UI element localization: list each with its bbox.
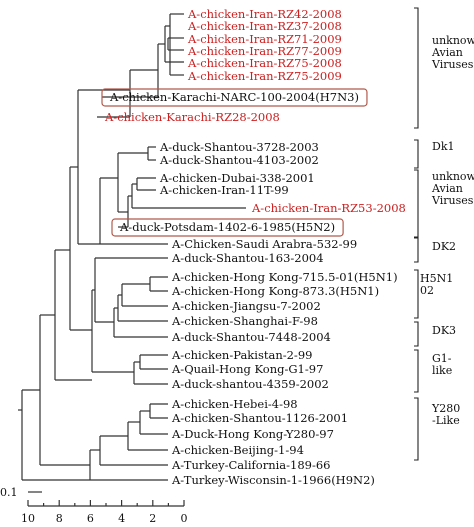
leaf-label: A-chicken-Iran-RZ75-2009	[187, 69, 342, 83]
clade-label: DK2	[432, 240, 456, 253]
clade-label: H5N1	[420, 272, 453, 285]
leaf-label: A-Turkey-California-189-66	[171, 458, 331, 472]
leaf-label: A-Turkey-Wisconsin-1-1966(H9N2)	[171, 473, 375, 487]
leaf-label: A-chicken-Pakistan-2-99	[171, 348, 312, 362]
clade-label: DK3	[432, 324, 456, 337]
highlight-box	[101, 88, 368, 107]
clade-label: unknown	[432, 34, 474, 47]
tree-branches	[18, 13, 246, 481]
leaf-label: A-duck-Potsdam-1402-6-1985(H5N2)	[119, 220, 335, 234]
leaf-label: A-chicken-Iran-RZ37-2008	[187, 19, 342, 33]
scale-label: 0.1	[0, 486, 18, 499]
leaf-label: A-chicken-Shantou-1126-2001	[171, 411, 348, 425]
axis-tick-label: 6	[87, 512, 94, 525]
clade-label: Y280	[431, 402, 460, 415]
leaf-label: A-duck-Shantou-163-2004	[171, 251, 324, 265]
clade-label: Viruses	[431, 58, 474, 71]
clade-label: Avian	[431, 46, 463, 59]
leaf-label: A-chicken-Iran-RZ77-2009	[187, 44, 342, 58]
scale-bar: 0.1	[0, 486, 42, 499]
leaf-label: A-chicken-Hong Kong-715.5-01(H5N1)	[171, 270, 398, 284]
leaf-label: A-chicken-Shanghai-F-98	[171, 314, 318, 328]
clade-bracket	[414, 237, 419, 263]
clade-label: like	[432, 364, 452, 377]
axis-tick-label: 8	[56, 512, 63, 525]
clade-bracket	[414, 397, 419, 461]
leaf-label: A-chicken-Karachi-NARC-100-2004(H7N3)	[109, 90, 359, 104]
leaf-label: A-Quail-Hong Kong-G1-97	[171, 362, 323, 376]
axis-tick-label: 0	[181, 512, 188, 525]
highlight-box	[111, 218, 344, 237]
clade-label: G1-	[432, 352, 452, 365]
clade-bracket	[414, 269, 419, 319]
leaf-label: A-chicken-Hebei-4-98	[171, 397, 298, 411]
clade-bracket	[414, 7, 419, 129]
axis-tick-label: 2	[149, 512, 156, 525]
highlight-boxes	[101, 88, 368, 237]
leaf-label: A-chicken-Iran-RZ42-2008	[187, 7, 342, 21]
axis-tick-label: 10	[21, 512, 35, 525]
clade-label: -Like	[432, 414, 460, 427]
distance-axis: 10 8 6 4 2 0	[21, 500, 188, 525]
clade-bracket	[414, 139, 419, 169]
leaf-labels: A-chicken-Iran-RZ42-2008A-chicken-Iran-R…	[104, 7, 406, 487]
leaf-label: A-chicken-Beijing-1-94	[171, 443, 304, 457]
leaf-label: A-chicken-Dubai-338-2001	[159, 171, 315, 185]
clade-label: unknown	[432, 170, 474, 183]
leaf-label: A-Duck-Hong Kong-Y280-97	[171, 427, 334, 441]
clade-label: Dk1	[432, 140, 454, 153]
leaf-label: A-chicken-Jiangsu-7-2002	[171, 299, 321, 313]
leaf-label: A-chicken-Iran-RZ71-2009	[187, 32, 342, 46]
clade-bracket	[414, 169, 419, 238]
clade-labels: unknownAvianVirusesDk1unknownAvianViruse…	[420, 34, 474, 427]
clade-brackets	[414, 7, 419, 461]
leaf-label: A-chicken-Iran-RZ53-2008	[251, 201, 406, 215]
leaf-label: A-duck-Shantou-7448-2004	[171, 330, 331, 344]
leaf-label: A-chicken-Hong Kong-873.3(H5N1)	[171, 284, 379, 298]
leaf-label: A-chicken-Iran-11T-99	[159, 183, 289, 197]
leaf-label: A-Chicken-Saudi Arabra-532-99	[171, 237, 357, 251]
axis-tick-label: 4	[118, 512, 125, 525]
leaf-label: A-chicken-Iran-RZ75-2008	[187, 56, 342, 70]
clade-label: Viruses	[431, 194, 474, 207]
leaf-label: A-duck-Shantou-3728-2003	[159, 140, 319, 154]
clade-bracket	[414, 321, 419, 347]
leaf-label: A-duck-shantou-4359-2002	[171, 377, 329, 391]
leaf-label: A-duck-Shantou-4103-2002	[159, 153, 319, 167]
clade-label: 02	[420, 284, 434, 297]
clade-label: Avian	[431, 182, 463, 195]
leaf-label: A-chicken-Karachi-RZ28-2008	[104, 110, 280, 124]
clade-bracket	[414, 349, 419, 393]
